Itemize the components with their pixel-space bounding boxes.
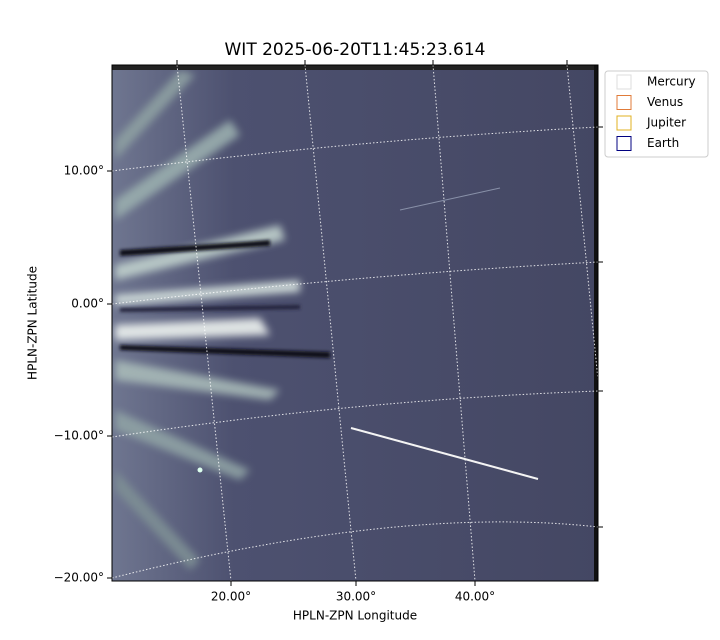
legend-label: Jupiter	[646, 116, 686, 130]
frame-ticks	[176, 60, 603, 528]
legend-label: Mercury	[647, 75, 696, 89]
legend-label: Earth	[647, 136, 679, 150]
star	[197, 467, 203, 473]
x-tick-label: 40.00°	[455, 590, 495, 604]
y-tick-label: 10.00°	[64, 164, 104, 178]
legend-marker	[616, 95, 632, 110]
x-tick-label: 30.00°	[336, 590, 376, 604]
image	[112, 65, 598, 581]
x-tick-label: 20.00°	[211, 590, 251, 604]
axes-frame	[111, 64, 599, 582]
coordinate-grid	[111, 64, 599, 582]
faint-streak	[399, 187, 501, 211]
legend-marker	[616, 74, 632, 90]
y-tick-label: −10.00°	[54, 429, 104, 443]
legend-marker	[616, 115, 632, 131]
title: WIT 2025-06-20T11:45:23.614	[225, 40, 486, 60]
x-axis-label: HPLN-ZPN Longitude	[293, 609, 417, 623]
legend-box	[604, 70, 709, 158]
legend-label: Venus	[647, 95, 683, 109]
legend-marker	[616, 136, 632, 151]
y-axis-label: HPLN-ZPN Latitude	[26, 266, 40, 380]
y-tick-label: −20.00°	[54, 571, 104, 585]
comet-streak	[350, 427, 539, 480]
y-tick-label: 0.00°	[71, 297, 104, 311]
